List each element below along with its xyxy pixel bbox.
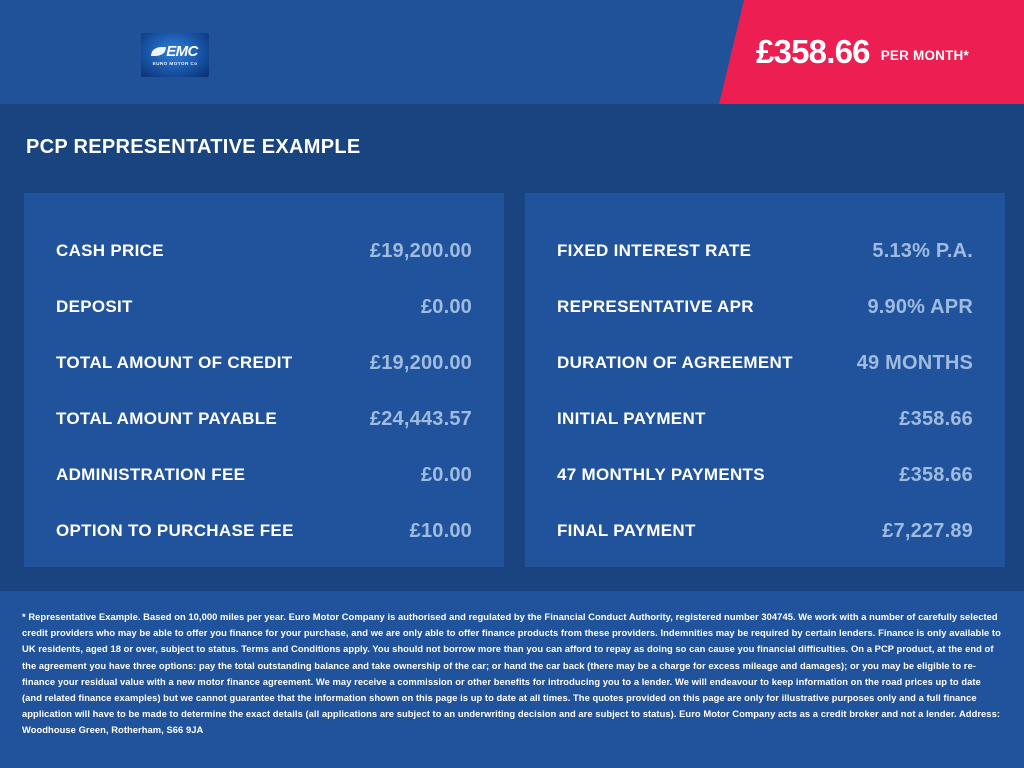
row-label: REPRESENTATIVE APR — [557, 297, 754, 316]
table-row: DEPOSIT £0.00 — [56, 279, 472, 335]
row-value: £10.00 — [409, 519, 472, 542]
euro-motor-company-logo[interactable]: EMC EURO MOTOR Co — [141, 33, 209, 77]
monthly-price-block: £358.66 PER MONTH* — [704, 0, 1024, 104]
row-value: £0.00 — [420, 463, 472, 486]
row-label: INITIAL PAYMENT — [557, 409, 706, 428]
table-row: TOTAL AMOUNT PAYABLE £24,443.57 — [56, 391, 472, 447]
row-label: CASH PRICE — [56, 241, 164, 260]
disclaimer-text: * Representative Example. Based on 10,00… — [22, 611, 1001, 736]
row-label: FINAL PAYMENT — [557, 521, 696, 540]
table-row: TOTAL AMOUNT OF CREDIT £19,200.00 — [56, 335, 472, 391]
page-title: PCP REPRESENTATIVE EXAMPLE — [26, 136, 361, 158]
logo-subtitle: EURO MOTOR Co — [152, 60, 198, 67]
row-value: 9.90% APR — [867, 295, 973, 318]
row-value: £0.00 — [420, 295, 472, 318]
table-row: ADMINISTRATION FEE £0.00 — [56, 447, 472, 503]
row-label: TOTAL AMOUNT OF CREDIT — [56, 353, 293, 372]
row-value: £19,200.00 — [369, 351, 472, 374]
row-label: DURATION OF AGREEMENT — [557, 353, 793, 372]
table-row: 47 MONTHLY PAYMENTS £358.66 — [557, 447, 973, 503]
swoosh-icon — [150, 47, 167, 56]
table-row: FINAL PAYMENT £7,227.89 — [557, 503, 973, 559]
monthly-price-amount: £358.66 — [756, 33, 870, 70]
row-value: £7,227.89 — [882, 519, 973, 542]
agreement-terms-panel: FIXED INTEREST RATE 5.13% P.A. REPRESENT… — [525, 193, 1005, 567]
row-label: ADMINISTRATION FEE — [56, 465, 246, 484]
row-label: 47 MONTHLY PAYMENTS — [557, 465, 765, 484]
row-value: £358.66 — [899, 463, 973, 486]
row-label: DEPOSIT — [56, 297, 133, 316]
logo-mark: EMC — [150, 43, 198, 60]
table-row: INITIAL PAYMENT £358.66 — [557, 391, 973, 447]
table-row: OPTION TO PURCHASE FEE £10.00 — [56, 503, 472, 559]
header-bar: EMC EURO MOTOR Co £358.66 PER MONTH* — [0, 0, 1024, 104]
row-label: TOTAL AMOUNT PAYABLE — [56, 409, 278, 428]
monthly-price-suffix: PER MONTH* — [880, 47, 969, 63]
table-row: FIXED INTEREST RATE 5.13% P.A. — [557, 223, 973, 279]
table-row: CASH PRICE £19,200.00 — [56, 223, 472, 279]
cost-summary-panel: CASH PRICE £19,200.00 DEPOSIT £0.00 TOTA… — [24, 193, 504, 567]
row-value: £358.66 — [899, 407, 973, 430]
row-value: £24,443.57 — [369, 407, 472, 430]
logo-initials: EMC — [166, 43, 198, 60]
table-row: REPRESENTATIVE APR 9.90% APR — [557, 279, 973, 335]
row-value: 49 MONTHS — [856, 351, 973, 374]
row-label: OPTION TO PURCHASE FEE — [56, 521, 294, 540]
row-value: £19,200.00 — [369, 239, 472, 262]
row-value: 5.13% P.A. — [872, 239, 973, 262]
price-banner-shape — [719, 0, 1024, 104]
row-label: FIXED INTEREST RATE — [557, 241, 752, 260]
table-row: DURATION OF AGREEMENT 49 MONTHS — [557, 335, 973, 391]
footer-disclaimer-band: * Representative Example. Based on 10,00… — [0, 591, 1024, 768]
